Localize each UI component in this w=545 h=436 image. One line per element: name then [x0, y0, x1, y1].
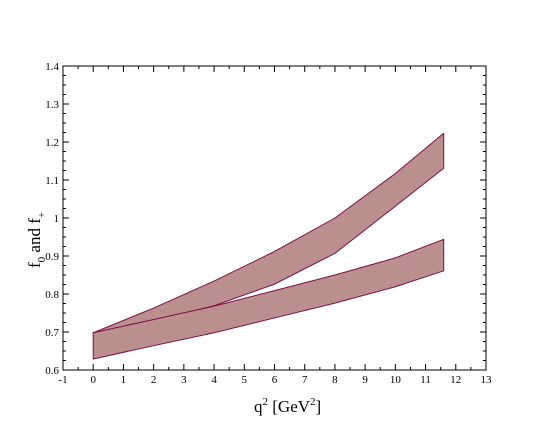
- x-tick-label: 2: [151, 374, 157, 386]
- y-tick-label: 1.3: [45, 99, 59, 111]
- y-axis-ticks: [63, 65, 486, 371]
- x-tick-label: 13: [481, 374, 493, 386]
- x-tick-label: 6: [272, 374, 278, 386]
- y-axis-label-f0-sub: 0: [36, 256, 48, 262]
- x-axis-label-unit: [GeV: [268, 397, 311, 416]
- bands-group: [92, 132, 445, 360]
- x-axis-label-close: ]: [316, 397, 322, 416]
- x-tick-label: 5: [242, 374, 248, 386]
- x-tick-label: 0: [90, 374, 96, 386]
- x-tick-label: 1: [121, 374, 127, 386]
- x-axis-label: q2 [GeV2]: [254, 396, 321, 416]
- y-axis-label-f0: f: [25, 262, 44, 268]
- x-tick-label: 11: [420, 374, 431, 386]
- y-tick-label: 0.7: [45, 327, 59, 339]
- x-tick-label: 7: [302, 374, 308, 386]
- x-axis-label-sup: 2: [263, 396, 269, 408]
- y-axis-label-fplus-sub: +: [36, 212, 48, 218]
- y-tick-label: 1.4: [45, 61, 59, 73]
- y-tick-label: 1.2: [45, 137, 59, 149]
- x-axis-ticks: [62, 66, 487, 370]
- band-2: [92, 238, 445, 360]
- y-tick-label: 1.1: [45, 175, 59, 187]
- y-tick-label: 0.9: [45, 251, 59, 263]
- y-axis-label-and: and f: [25, 218, 44, 257]
- y-tick-label: 0.6: [45, 365, 59, 377]
- x-axis-label-unit-sup: 2: [310, 396, 316, 408]
- y-axis-label: f0 and f+: [25, 212, 48, 268]
- x-tick-label: 9: [362, 374, 368, 386]
- x-tick-label: 4: [211, 374, 217, 386]
- x-tick-label: 8: [332, 374, 338, 386]
- x-tick-label: 12: [450, 374, 461, 386]
- y-tick-label: 0.8: [45, 289, 59, 301]
- x-tick-label: 3: [181, 374, 187, 386]
- y-axis-tick-labels: 0.6 0.7 0.8 0.9 1 1.1 1.2 1.3 1.4: [45, 61, 59, 377]
- x-axis-label-base: q: [254, 397, 263, 416]
- y-tick-label: 1: [54, 213, 60, 225]
- x-axis-tick-labels: -1 0 1 2 3 4 5 6 7 8 9 10 11 12 13: [58, 374, 492, 386]
- x-tick-label: -1: [58, 374, 67, 386]
- x-tick-label: 10: [390, 374, 402, 386]
